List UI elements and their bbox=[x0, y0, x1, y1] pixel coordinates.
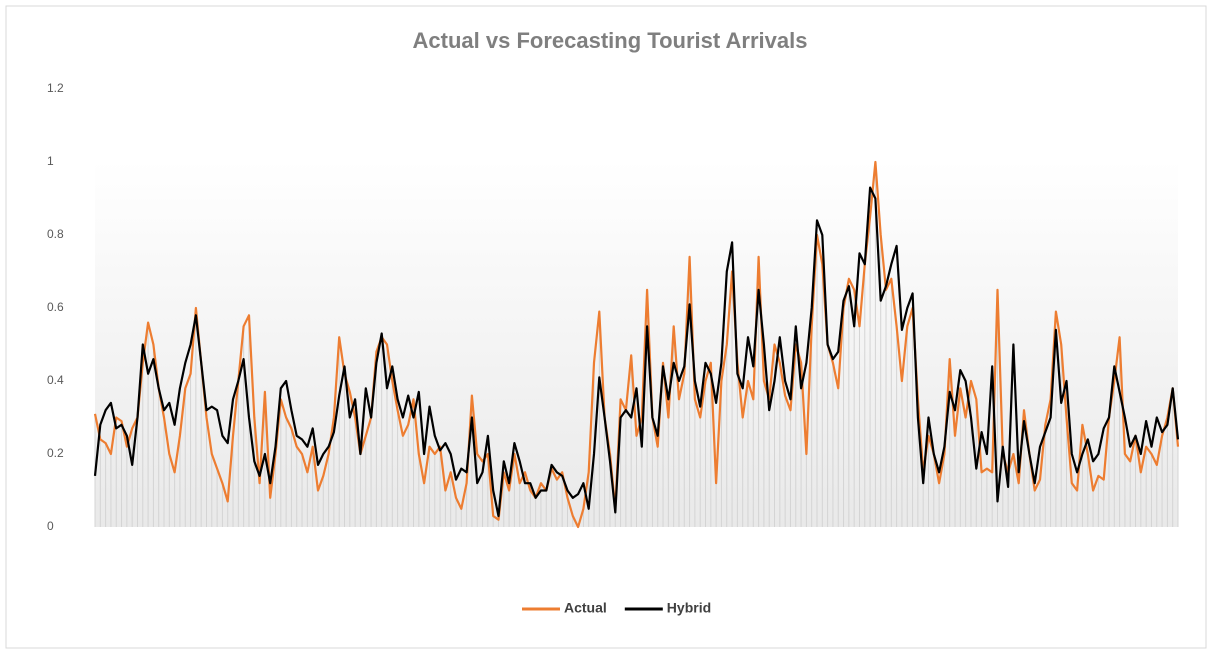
y-tick-label: 0.2 bbox=[47, 446, 64, 460]
y-tick-label: 0.6 bbox=[47, 300, 64, 314]
line-series bbox=[93, 186, 1180, 518]
y-tick-label: 0.8 bbox=[47, 227, 64, 241]
chart-title: Actual vs Forecasting Tourist Arrivals bbox=[413, 28, 808, 53]
y-tick-label: 1.2 bbox=[47, 81, 64, 95]
y-tick-label: 1 bbox=[47, 154, 54, 168]
y-tick-label: 0 bbox=[47, 519, 54, 533]
legend-label: Hybrid bbox=[667, 600, 711, 616]
y-tick-label: 0.4 bbox=[47, 373, 64, 387]
legend-label: Actual bbox=[564, 600, 607, 616]
